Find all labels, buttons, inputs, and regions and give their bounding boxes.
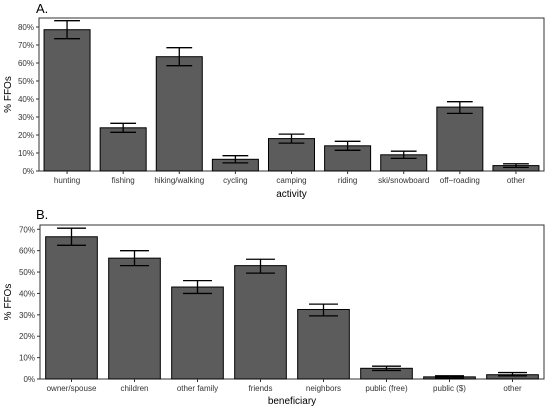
bar xyxy=(99,127,147,172)
x-tick-label: cycling xyxy=(223,176,247,185)
y-axis-title: % FFOs xyxy=(3,284,14,321)
x-tick-label: hiking/walking xyxy=(154,176,204,185)
x-tick-label: hunting xyxy=(54,176,80,185)
y-tick-label: 40% xyxy=(18,95,34,104)
y-tick-label: 60% xyxy=(19,247,35,256)
y-tick-label: 20% xyxy=(18,131,34,140)
x-tick-label: other xyxy=(503,384,522,393)
y-tick-label: 50% xyxy=(19,268,35,277)
y-tick-label: 80% xyxy=(18,23,34,32)
y-tick-label: 30% xyxy=(18,113,34,122)
y-tick-label: 70% xyxy=(19,225,35,234)
bar xyxy=(297,308,350,380)
x-axis-title: beneficiary xyxy=(268,396,316,407)
bar xyxy=(155,56,203,172)
y-tick-label: 40% xyxy=(19,289,35,298)
x-tick-label: public (free) xyxy=(365,384,408,393)
y-tick-label: 10% xyxy=(18,149,34,158)
x-tick-label: ski/snowboard xyxy=(378,176,429,185)
y-tick-label: 70% xyxy=(18,41,34,50)
x-tick-label: riding xyxy=(338,176,358,185)
panel-label: B. xyxy=(36,207,48,222)
bar xyxy=(234,265,287,380)
y-tick-label: 0% xyxy=(22,167,34,176)
panel-label: A. xyxy=(36,1,48,16)
y-tick-label: 10% xyxy=(19,354,35,363)
x-tick-label: other family xyxy=(177,384,218,393)
x-axis-title: activity xyxy=(276,189,307,200)
y-tick-label: 60% xyxy=(18,59,34,68)
y-axis-title: % FFOs xyxy=(3,76,14,113)
bar xyxy=(45,236,98,380)
x-tick-label: other xyxy=(507,176,526,185)
x-tick-label: off−roading xyxy=(440,176,480,185)
x-tick-label: children xyxy=(120,384,148,393)
y-tick-label: 50% xyxy=(18,77,34,86)
panel-b: B. 0% 10% 20% 30% 40% 50% 60% 70% % FFOs owner/spo… xyxy=(3,207,545,407)
bar xyxy=(171,286,224,380)
x-tick-label: fishing xyxy=(112,176,135,185)
bar xyxy=(436,106,484,172)
x-tick-label: neighbors xyxy=(306,384,341,393)
y-tick-label: 20% xyxy=(19,332,35,341)
x-tick-label: public ($) xyxy=(433,384,466,393)
bar xyxy=(43,29,91,172)
x-tick-label: friends xyxy=(248,384,272,393)
y-tick-label: 0% xyxy=(23,375,35,384)
x-tick-label: camping xyxy=(276,176,306,185)
x-tick-label: owner/spouse xyxy=(47,384,97,393)
y-tick-label: 30% xyxy=(19,311,35,320)
panel-a: A. 0% 10% 20% 30% 40% 50% 60% 70% 80% % FFOs huntin… xyxy=(3,1,545,200)
bar xyxy=(108,257,161,380)
